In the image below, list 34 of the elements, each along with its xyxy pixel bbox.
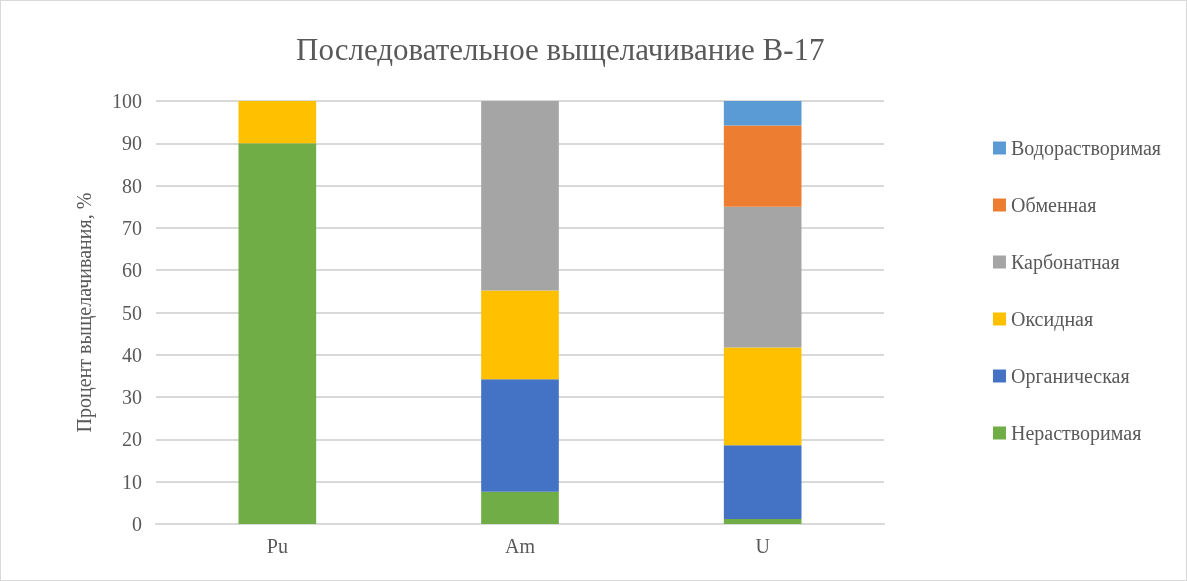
y-tick-label: 50 <box>122 301 142 324</box>
legend-label: Карбонатная <box>1010 251 1120 274</box>
x-tick-label: Am <box>505 535 536 557</box>
legend-label: Нерастворимая <box>1010 422 1142 445</box>
x-tick-label: Pu <box>266 535 288 557</box>
y-tick-label: 60 <box>122 259 142 282</box>
bar <box>481 101 559 291</box>
y-tick-label: 30 <box>122 386 142 409</box>
y-axis-title: Процент выщелачивания, % <box>73 192 96 433</box>
y-tick-label: 80 <box>122 174 142 197</box>
y-tick-label: 20 <box>122 428 142 451</box>
x-tick-label: U <box>755 535 771 557</box>
legend-label: Органическая <box>1010 365 1130 388</box>
bar <box>481 379 559 492</box>
bar <box>723 206 802 348</box>
y-tick-label: 70 <box>122 216 142 239</box>
legend-label: Водорастворимая <box>1010 137 1162 160</box>
bar <box>481 290 559 380</box>
bar <box>238 143 317 524</box>
bar <box>723 125 802 207</box>
legend-label: Обменная <box>1010 194 1097 216</box>
bar <box>481 491 559 524</box>
bar <box>723 347 802 446</box>
legend-label: Оксидная <box>1010 308 1094 331</box>
bar <box>238 101 317 144</box>
y-tick-label: 0 <box>132 513 142 535</box>
bar <box>723 518 802 524</box>
chart-title: Последовательное выщелачивание В-17 <box>296 32 825 67</box>
bar <box>723 445 802 519</box>
y-tick-label: 10 <box>122 470 142 493</box>
y-tick-label: 40 <box>122 343 142 366</box>
y-tick-label: 90 <box>122 132 142 155</box>
y-tick-label: 100 <box>112 90 142 112</box>
bar <box>723 101 802 126</box>
